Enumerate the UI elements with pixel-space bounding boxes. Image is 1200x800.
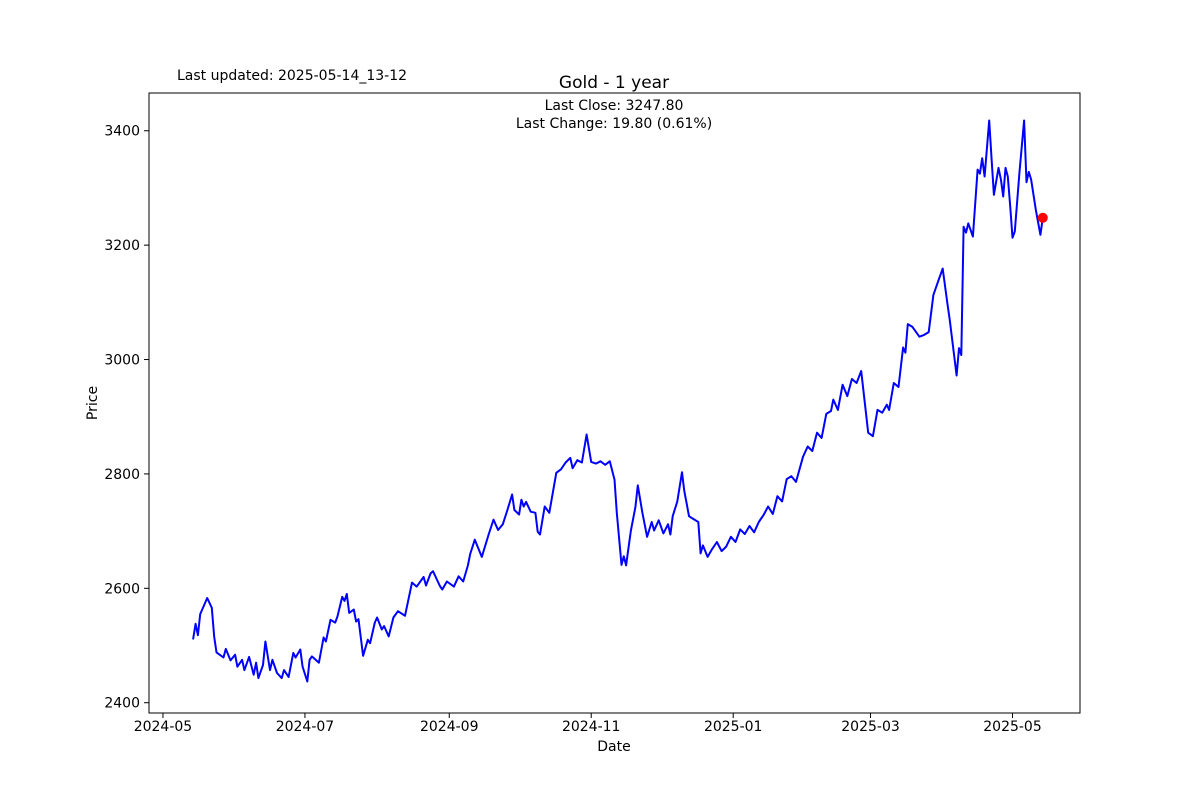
x-tick-label: 2025-05 [983,719,1042,735]
x-tick-label: 2025-03 [841,719,900,735]
y-axis-ticks: 2400 2600 2800 3000 3200 3400 [104,124,149,712]
plot-frame [148,92,1081,714]
x-axis-label: Date [597,739,630,755]
y-tick-label: 3000 [104,353,140,369]
y-tick-label: 3400 [104,124,140,140]
y-tick-label: 2600 [104,581,140,597]
price-line [192,119,1044,683]
last-updated-label: Last updated: 2025-05-14_13-12 [177,68,407,84]
last-change-label: Last Change: 19.80 (0.61%) [516,116,712,132]
x-axis-ticks: 2024-05 2024-07 2024-09 2024-11 2025-01 2025-… [134,713,1042,735]
chart-title: Gold - 1 year [559,73,669,93]
y-tick-label: 2400 [104,696,140,712]
x-tick-label: 2025-01 [704,719,763,735]
last-close-label: Last Close: 3247.80 [545,98,684,114]
last-price-marker [1037,212,1048,223]
x-tick-label: 2024-11 [562,719,621,735]
y-tick-label: 3200 [104,238,140,254]
x-tick-label: 2024-07 [276,719,335,735]
y-tick-label: 2800 [104,467,140,483]
x-tick-label: 2024-09 [420,719,479,735]
y-axis-label: Price [85,386,101,420]
x-tick-label: 2024-05 [134,719,193,735]
